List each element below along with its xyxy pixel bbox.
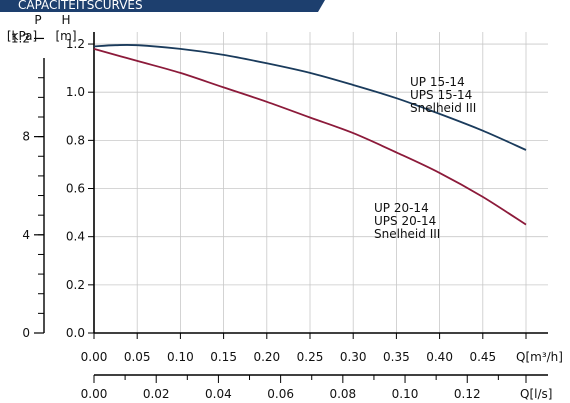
series-label-2: UP 20-14	[374, 201, 429, 215]
y-tick-label: 0.8	[66, 133, 85, 147]
x-tick-label: 0.40	[426, 350, 453, 364]
head-axis-unit: [m]	[55, 29, 76, 43]
head-axis-symbol: H	[61, 13, 70, 27]
series-label-1: Snelheid III	[410, 101, 476, 115]
pressure-tick-label: 8	[22, 130, 30, 144]
axes: 0.0 0.2 0.4 0.6 0.8 1.0 1.2 0 4 8 1.2 P [kPa] H [m] 0.0…	[7, 13, 563, 401]
x-tick-label: 0.20	[253, 350, 280, 364]
y-tick-label: 1.0	[66, 85, 85, 99]
y-tick-label: 0.4	[66, 230, 85, 244]
pressure-tick-label: 1.2	[11, 31, 30, 45]
pressure-axis-unit: [kPa]	[7, 29, 37, 43]
secondary-x-tick-label: 0.10	[392, 387, 419, 401]
header-banner	[0, 0, 325, 12]
secondary-x-tick-label: 0.06	[267, 387, 294, 401]
secondary-x-tick-label: 0.02	[143, 387, 170, 401]
y-tick-label: 0.0	[66, 326, 85, 340]
y-tick-label: 0.6	[66, 182, 85, 196]
y-tick-label: 0.2	[66, 278, 85, 292]
pressure-tick-label: 4	[22, 228, 30, 242]
x-axis-label: Q[m³/h]	[516, 350, 563, 364]
secondary-x-tick-label: 0.00	[81, 387, 108, 401]
secondary-x-tick-label: 0.12	[454, 387, 481, 401]
series-label-1: UPS 15-14	[410, 88, 472, 102]
x-tick-label: 0.45	[469, 350, 496, 364]
series-label-2: UPS 20-14	[374, 214, 436, 228]
secondary-x-axis-label: Q[l/s]	[520, 387, 552, 401]
x-tick-label: 0.10	[167, 350, 194, 364]
series-line-1	[93, 43, 527, 151]
x-tick-label: 0.30	[340, 350, 367, 364]
header-title: CAPACITEITSCURVES	[18, 0, 143, 12]
x-tick-label: 0.25	[297, 350, 324, 364]
grid	[94, 32, 548, 333]
series-layer	[93, 43, 527, 226]
series-label-1: UP 15-14	[410, 75, 465, 89]
pressure-tick-label: 0	[22, 326, 30, 340]
pressure-axis-symbol: P	[34, 13, 41, 27]
x-tick-label: 0.15	[210, 350, 237, 364]
x-tick-label: 0.00	[81, 350, 108, 364]
series-line-2	[93, 48, 527, 226]
y-tick-label: 1.2	[66, 37, 85, 51]
series-label-2: Snelheid III	[374, 227, 440, 241]
x-tick-label: 0.05	[124, 350, 151, 364]
x-tick-label: 0.35	[383, 350, 410, 364]
secondary-x-tick-label: 0.08	[329, 387, 356, 401]
secondary-x-tick-label: 0.04	[205, 387, 232, 401]
